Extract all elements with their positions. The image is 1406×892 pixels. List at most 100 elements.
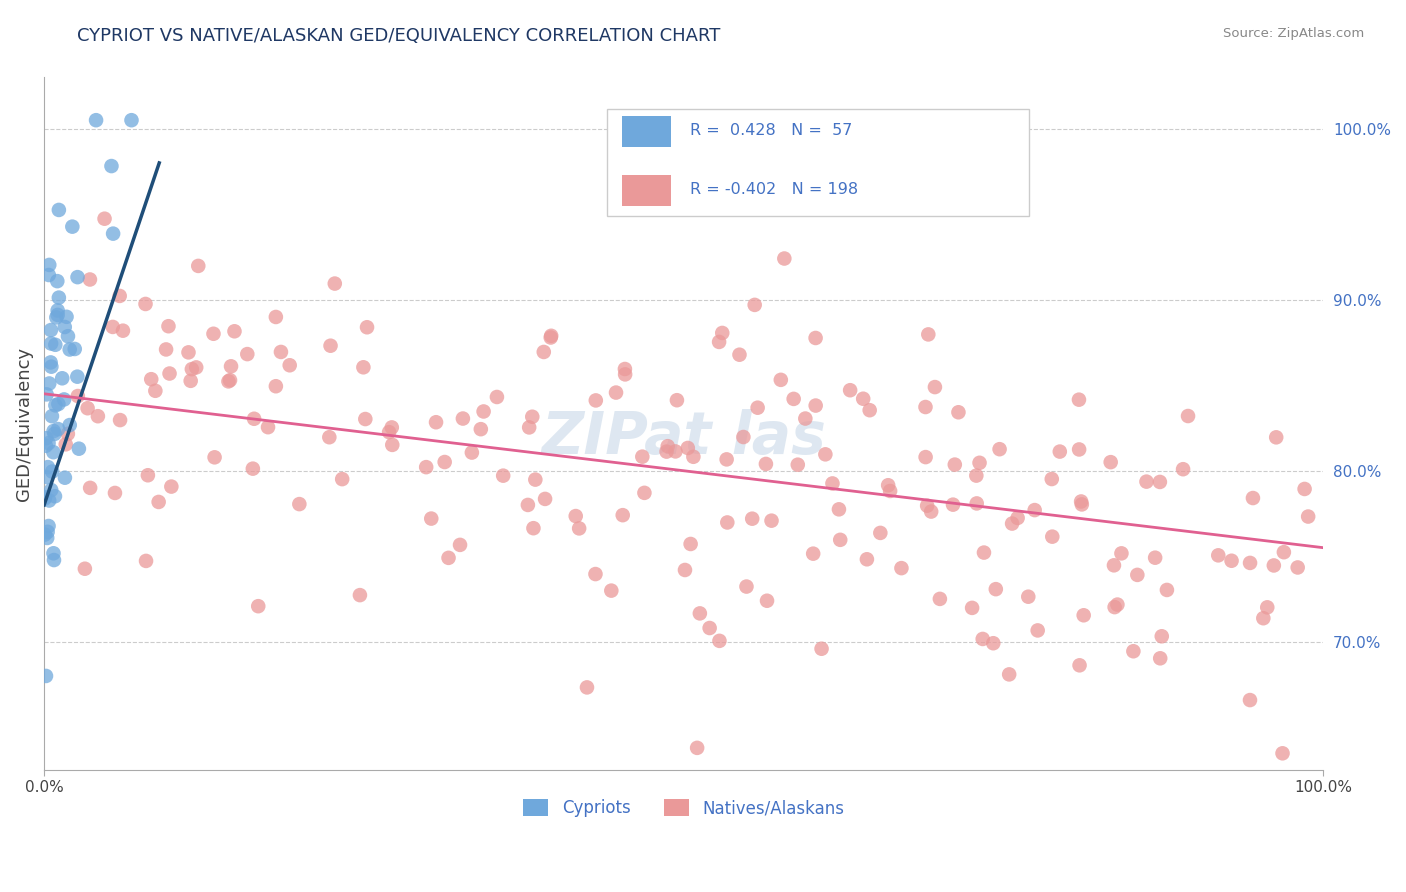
Point bbox=[135, 554, 157, 568]
Point bbox=[415, 460, 437, 475]
Point bbox=[461, 445, 484, 459]
Point bbox=[46, 422, 69, 436]
Point bbox=[890, 561, 912, 575]
Point bbox=[46, 274, 69, 288]
Point bbox=[747, 401, 769, 415]
Point bbox=[1239, 693, 1261, 707]
Point bbox=[960, 600, 983, 615]
Point bbox=[969, 456, 991, 470]
Point bbox=[1111, 546, 1133, 560]
Point bbox=[39, 323, 62, 337]
Point bbox=[44, 338, 66, 352]
Point bbox=[1156, 582, 1178, 597]
Point bbox=[1069, 658, 1091, 673]
Point bbox=[1144, 550, 1167, 565]
Point bbox=[180, 374, 202, 388]
Point bbox=[48, 202, 70, 217]
Point bbox=[614, 368, 637, 382]
Point bbox=[517, 420, 540, 434]
Point bbox=[35, 439, 58, 453]
Point bbox=[600, 583, 623, 598]
Point bbox=[93, 211, 115, 226]
Point bbox=[828, 502, 851, 516]
Point bbox=[540, 328, 562, 343]
Point bbox=[682, 450, 704, 464]
Point bbox=[769, 373, 792, 387]
Point bbox=[1070, 497, 1092, 511]
Point bbox=[821, 476, 844, 491]
Point bbox=[773, 252, 796, 266]
Point bbox=[425, 415, 447, 429]
Point bbox=[356, 320, 378, 334]
Point bbox=[676, 441, 699, 455]
Point bbox=[42, 546, 65, 560]
Point bbox=[108, 413, 131, 427]
Point bbox=[686, 740, 709, 755]
Point bbox=[1102, 558, 1125, 573]
Point bbox=[34, 527, 56, 541]
Point bbox=[37, 531, 59, 545]
Point bbox=[224, 324, 246, 338]
Point bbox=[87, 409, 110, 424]
Point bbox=[716, 516, 738, 530]
Point bbox=[1265, 430, 1288, 444]
Point bbox=[1263, 558, 1285, 573]
Point bbox=[1001, 516, 1024, 531]
Point bbox=[1104, 600, 1126, 615]
Point bbox=[1040, 530, 1063, 544]
Point bbox=[236, 347, 259, 361]
Point bbox=[633, 486, 655, 500]
FancyBboxPatch shape bbox=[623, 117, 671, 146]
Text: Source: ZipAtlas.com: Source: ZipAtlas.com bbox=[1223, 27, 1364, 40]
Point bbox=[38, 519, 60, 533]
Point bbox=[143, 384, 166, 398]
Point bbox=[101, 320, 124, 334]
Point bbox=[533, 345, 555, 359]
Point bbox=[756, 593, 779, 607]
Point bbox=[585, 393, 607, 408]
Point bbox=[1069, 442, 1091, 457]
Point bbox=[104, 486, 127, 500]
Point bbox=[38, 493, 60, 508]
Point bbox=[46, 303, 69, 318]
Point bbox=[1272, 545, 1295, 559]
Point bbox=[202, 326, 225, 341]
Point bbox=[288, 497, 311, 511]
Point bbox=[55, 310, 77, 324]
Text: R =  0.428   N =  57: R = 0.428 N = 57 bbox=[690, 123, 852, 138]
Point bbox=[744, 298, 766, 312]
Point bbox=[38, 258, 60, 272]
Point bbox=[41, 409, 63, 424]
Point bbox=[492, 468, 515, 483]
Point bbox=[1253, 611, 1275, 625]
Point bbox=[45, 310, 67, 325]
Point bbox=[966, 496, 988, 510]
Point bbox=[44, 398, 66, 412]
Point bbox=[38, 436, 60, 450]
Point bbox=[516, 498, 538, 512]
Point bbox=[1067, 392, 1090, 407]
Point bbox=[381, 438, 404, 452]
Point bbox=[1040, 472, 1063, 486]
Point bbox=[66, 369, 89, 384]
Point bbox=[965, 468, 987, 483]
Point bbox=[55, 437, 77, 451]
Point bbox=[48, 397, 70, 411]
Point bbox=[755, 457, 778, 471]
Point bbox=[219, 373, 242, 387]
Point bbox=[1256, 600, 1278, 615]
Point bbox=[160, 480, 183, 494]
Point bbox=[673, 563, 696, 577]
Point bbox=[1239, 556, 1261, 570]
Point bbox=[60, 219, 83, 234]
Point bbox=[37, 460, 59, 475]
Point bbox=[35, 470, 58, 484]
Point bbox=[100, 159, 122, 173]
Point bbox=[44, 489, 66, 503]
Point bbox=[972, 632, 994, 646]
Point bbox=[51, 371, 73, 385]
Point bbox=[804, 331, 827, 345]
Point bbox=[38, 376, 60, 391]
Point bbox=[707, 334, 730, 349]
Point bbox=[42, 445, 65, 459]
